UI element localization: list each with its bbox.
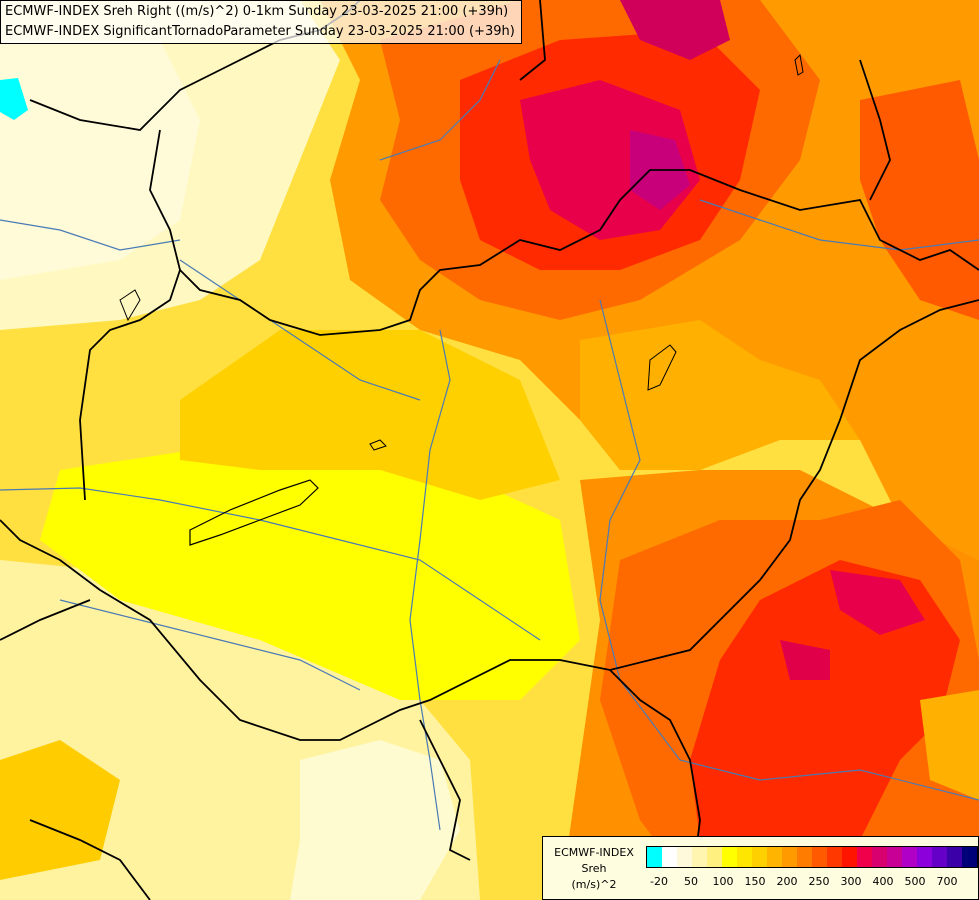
legend-swatch bbox=[962, 847, 977, 867]
legend-swatch bbox=[932, 847, 947, 867]
legend-title-source: ECMWF-INDEX bbox=[554, 846, 634, 859]
legend-swatch bbox=[872, 847, 887, 867]
field-red-se bbox=[690, 560, 960, 880]
legend-swatch bbox=[857, 847, 872, 867]
legend-swatch bbox=[647, 847, 662, 867]
legend-swatch bbox=[812, 847, 827, 867]
lake-small-4 bbox=[794, 53, 804, 76]
legend-ticks: -20 50 100 150 200 250 300 400 500 700 bbox=[646, 875, 976, 891]
legend-tick-label: 150 bbox=[744, 875, 766, 888]
lake-small-1 bbox=[369, 439, 387, 451]
title-line-1: ECMWF-INDEX Sreh Right ((m/s)^2) 0-1km S… bbox=[5, 4, 509, 19]
legend-swatches bbox=[646, 846, 978, 868]
legend-swatch bbox=[752, 847, 767, 867]
field-very-pale bbox=[0, 40, 200, 280]
color-legend: ECMWF-INDEX Sreh (m/s)^2 -20 50 100 150 200 2… bbox=[542, 836, 979, 900]
field-cyan bbox=[0, 78, 28, 120]
legend-swatch bbox=[797, 847, 812, 867]
legend-swatch bbox=[827, 847, 842, 867]
field-gold-west bbox=[180, 330, 560, 500]
legend-title-unit: (m/s)^2 bbox=[571, 878, 617, 891]
legend-tick-label: -20 bbox=[650, 875, 668, 888]
legend-swatch bbox=[737, 847, 752, 867]
field-crimson-se bbox=[830, 570, 925, 635]
legend-tick-label: 700 bbox=[936, 875, 958, 888]
legend-tick-label: 500 bbox=[904, 875, 926, 888]
title-line-2: ECMWF-INDEX SignificantTornadoParameter … bbox=[5, 24, 515, 39]
legend-swatch bbox=[947, 847, 962, 867]
legend-swatch bbox=[722, 847, 737, 867]
legend-title: ECMWF-INDEX Sreh (m/s)^2 bbox=[545, 845, 643, 893]
field-red-ne bbox=[860, 80, 979, 320]
legend-swatch bbox=[782, 847, 797, 867]
field-amber-mid bbox=[580, 320, 860, 470]
legend-swatch bbox=[842, 847, 857, 867]
legend-tick-label: 300 bbox=[840, 875, 862, 888]
legend-tick-label: 200 bbox=[776, 875, 798, 888]
legend-swatch bbox=[887, 847, 902, 867]
lake-small-3 bbox=[119, 289, 141, 322]
field-magenta-top bbox=[620, 0, 730, 60]
field-orange-far-se bbox=[920, 690, 979, 800]
lake-balaton bbox=[189, 479, 319, 546]
legend-swatch bbox=[662, 847, 677, 867]
field-crimson-se2 bbox=[780, 640, 830, 680]
legend-swatch bbox=[677, 847, 692, 867]
legend-title-variable: Sreh bbox=[581, 862, 607, 875]
legend-swatch bbox=[902, 847, 917, 867]
field-pale-south bbox=[290, 740, 460, 900]
legend-tick-label: 50 bbox=[684, 875, 698, 888]
legend-tick-label: 100 bbox=[712, 875, 734, 888]
legend-tick-label: 250 bbox=[808, 875, 830, 888]
legend-swatch bbox=[707, 847, 722, 867]
legend-swatch bbox=[692, 847, 707, 867]
map-title-box: ECMWF-INDEX Sreh Right ((m/s)^2) 0-1km S… bbox=[0, 0, 522, 44]
legend-swatch bbox=[917, 847, 932, 867]
legend-swatch bbox=[767, 847, 782, 867]
legend-tick-label: 400 bbox=[872, 875, 894, 888]
rivers bbox=[0, 59, 979, 831]
field-yellow-center bbox=[40, 440, 580, 700]
lake-small-2 bbox=[647, 344, 677, 391]
